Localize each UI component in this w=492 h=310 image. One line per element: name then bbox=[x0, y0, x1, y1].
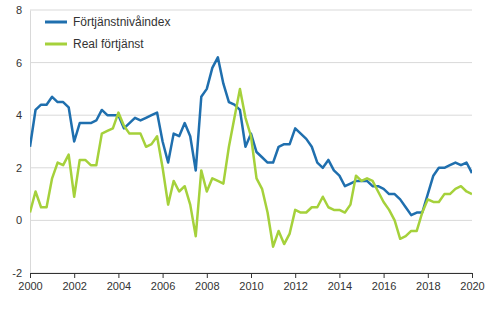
x-tick: 2020 bbox=[460, 273, 484, 292]
legend-label: Real förtjänst bbox=[73, 37, 144, 51]
x-tick-mark bbox=[207, 273, 208, 278]
y-tick: -2 bbox=[12, 267, 30, 279]
x-tick-mark bbox=[428, 273, 429, 278]
grid-line bbox=[30, 167, 472, 168]
grid-line bbox=[30, 115, 472, 116]
x-tick: 2012 bbox=[283, 273, 307, 292]
x-tick-label: 2008 bbox=[195, 280, 219, 292]
y-tick: 2 bbox=[16, 162, 30, 174]
x-tick: 2000 bbox=[18, 273, 42, 292]
x-tick: 2002 bbox=[62, 273, 86, 292]
lines bbox=[30, 57, 472, 246]
x-tick-label: 2010 bbox=[239, 280, 263, 292]
grid-line bbox=[30, 10, 472, 11]
x-tick: 2010 bbox=[239, 273, 263, 292]
legend-label: Förtjänstnivåindex bbox=[73, 15, 170, 29]
x-axis: 2000 2002 2004 2006 2008 2010 2012 2014 2016 2018… bbox=[18, 273, 484, 292]
legend-swatch bbox=[45, 43, 67, 46]
x-tick: 2016 bbox=[372, 273, 396, 292]
x-tick-label: 2004 bbox=[107, 280, 131, 292]
y-tick: 4 bbox=[16, 109, 30, 121]
x-tick: 2018 bbox=[416, 273, 440, 292]
y-tick-label: 2 bbox=[16, 162, 22, 174]
y-tick-label: -2 bbox=[12, 267, 22, 279]
x-tick: 2014 bbox=[328, 273, 352, 292]
y-tick: 8 bbox=[16, 4, 30, 16]
x-tick-mark bbox=[251, 273, 252, 278]
y-tick-label: 6 bbox=[16, 57, 22, 69]
y-tick-label: 0 bbox=[16, 214, 22, 226]
legend: Förtjänstnivåindex Real förtjänst bbox=[45, 15, 170, 51]
x-tick-mark bbox=[339, 273, 340, 278]
legend-item: Real förtjänst bbox=[45, 37, 144, 51]
x-tick-mark bbox=[30, 273, 31, 278]
x-tick-label: 2012 bbox=[283, 280, 307, 292]
y-axis: -2 0 2 4 6 8 bbox=[12, 4, 30, 279]
x-tick-label: 2016 bbox=[372, 280, 396, 292]
x-tick-mark bbox=[74, 273, 75, 278]
grid-line bbox=[30, 220, 472, 221]
x-tick-mark bbox=[118, 273, 119, 278]
x-tick-mark bbox=[472, 273, 473, 278]
x-tick-mark bbox=[295, 273, 296, 278]
x-tick: 2004 bbox=[107, 273, 131, 292]
x-tick-label: 2020 bbox=[460, 280, 484, 292]
grid bbox=[30, 10, 472, 273]
chart: -202468200020022004200620082010201220142… bbox=[0, 0, 492, 310]
x-tick-label: 2000 bbox=[18, 280, 42, 292]
x-tick-label: 2018 bbox=[416, 280, 440, 292]
x-tick-mark bbox=[163, 273, 164, 278]
x-tick: 2006 bbox=[151, 273, 175, 292]
y-tick-label: 8 bbox=[16, 4, 22, 16]
x-tick: 2008 bbox=[195, 273, 219, 292]
x-tick-mark bbox=[384, 273, 385, 278]
y-tick: 0 bbox=[16, 214, 30, 226]
legend-swatch bbox=[45, 21, 67, 24]
y-tick: 6 bbox=[16, 57, 30, 69]
x-tick-label: 2014 bbox=[328, 280, 352, 292]
x-tick-label: 2006 bbox=[151, 280, 175, 292]
plot-area: -202468200020022004200620082010201220142… bbox=[12, 4, 485, 292]
y-tick-label: 4 bbox=[16, 109, 22, 121]
series-line bbox=[30, 89, 472, 247]
legend-item: Förtjänstnivåindex bbox=[45, 15, 170, 29]
grid-line bbox=[30, 62, 472, 63]
x-tick-label: 2002 bbox=[62, 280, 86, 292]
